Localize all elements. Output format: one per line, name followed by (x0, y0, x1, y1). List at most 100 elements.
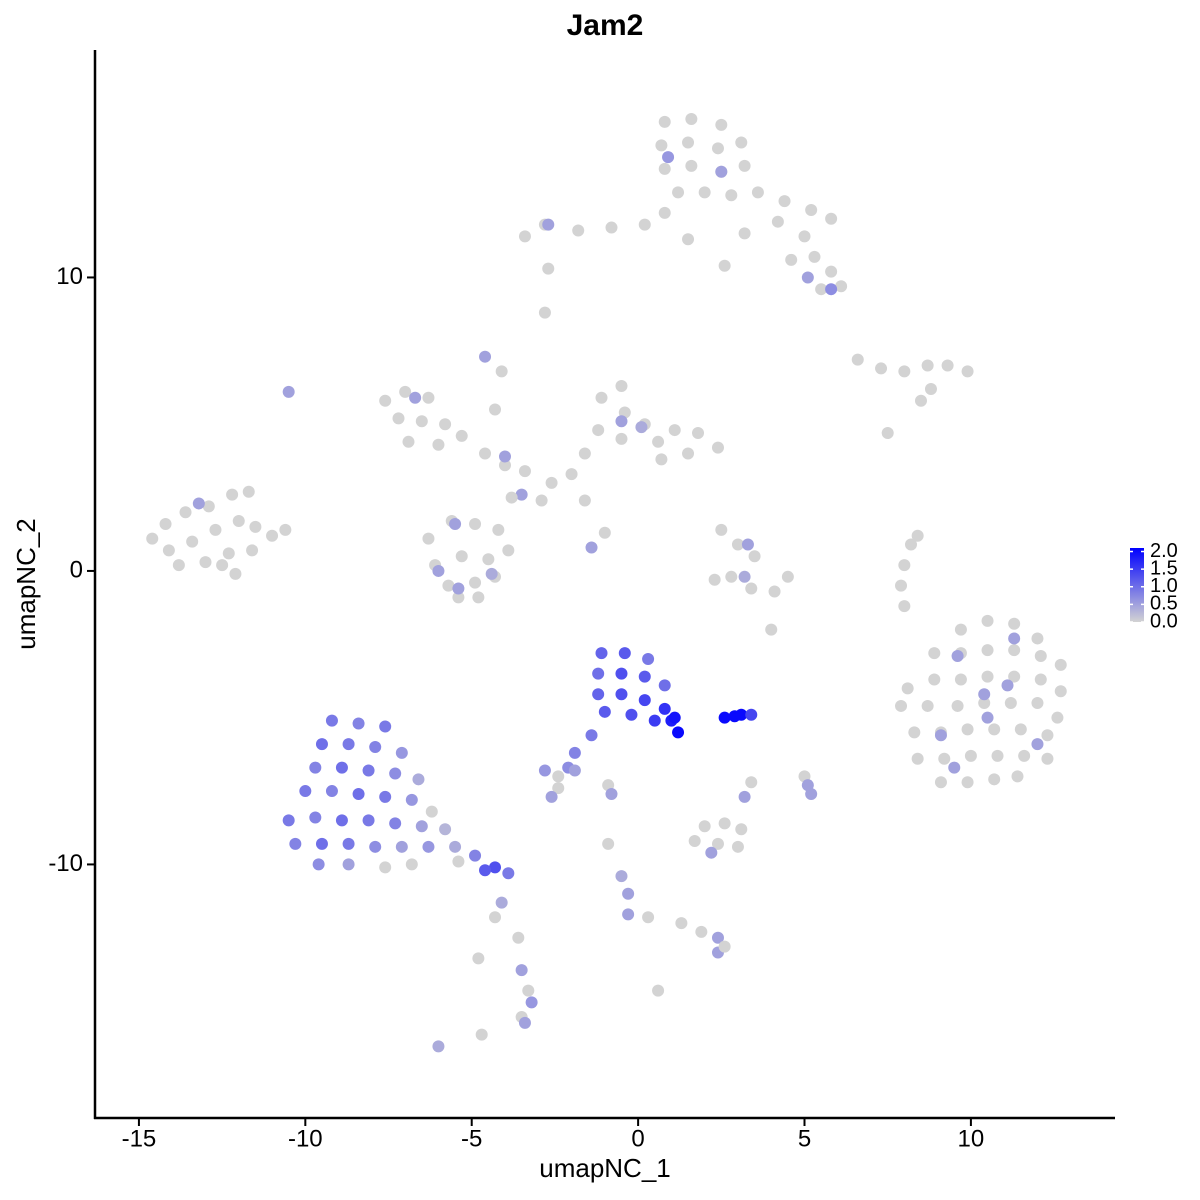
cell-point (538, 306, 551, 319)
cell-point (432, 1040, 445, 1053)
cell-point (1018, 749, 1031, 762)
cell-point (568, 746, 581, 759)
cell-point (469, 517, 482, 530)
y-axis-label: umapNC_2 (11, 518, 41, 650)
cell-point (425, 805, 438, 818)
cell-point (652, 984, 665, 997)
cell-point (625, 708, 638, 721)
cell-point (495, 896, 508, 909)
cell-point (961, 365, 974, 378)
cell-point (648, 714, 661, 727)
cell-point (718, 940, 731, 953)
cell-point (325, 785, 338, 798)
cell-point (738, 227, 751, 240)
cell-point (895, 579, 908, 592)
cell-point (924, 382, 937, 395)
cell-point (1051, 711, 1064, 724)
cell-point (572, 224, 585, 237)
cell-point (948, 761, 961, 774)
cell-point (412, 773, 425, 786)
cell-point (389, 767, 402, 780)
cell-point (808, 250, 821, 263)
cell-point (472, 591, 485, 604)
cell-point (578, 447, 591, 460)
cell-point (452, 591, 465, 604)
cell-point (222, 547, 235, 560)
cell-point (455, 429, 468, 442)
cell-point (179, 506, 192, 519)
cell-point (718, 817, 731, 830)
cell-point (715, 118, 728, 131)
cell-point (748, 550, 761, 563)
cell-point (685, 112, 698, 125)
cell-point (186, 535, 199, 548)
cell-point (705, 846, 718, 859)
cell-point (379, 790, 392, 803)
cell-point (432, 438, 445, 451)
cell-point (895, 699, 908, 712)
cell-point (1011, 770, 1024, 783)
cell-point (991, 749, 1004, 762)
cell-point (595, 647, 608, 660)
cell-point (475, 1028, 488, 1041)
cell-point (362, 764, 375, 777)
cell-point (898, 600, 911, 613)
cell-point (725, 189, 738, 202)
x-tick-label: -5 (461, 1125, 482, 1152)
cell-point (652, 435, 665, 448)
cell-point (835, 280, 848, 293)
cell-point (479, 864, 492, 877)
cell-point (615, 870, 628, 883)
chart-title: Jam2 (567, 9, 644, 42)
cell-point (735, 708, 748, 721)
cell-point (801, 271, 814, 284)
x-tick-label: -10 (288, 1125, 323, 1152)
cell-point (638, 218, 651, 231)
colorbar-tick-label: 2.0 (1150, 540, 1178, 562)
y-tick-label: 10 (56, 263, 83, 290)
cell-point (602, 837, 615, 850)
x-tick-label: 0 (631, 1125, 644, 1152)
cell-point (565, 468, 578, 481)
cell-point (369, 741, 382, 754)
cell-point (698, 820, 711, 833)
cell-point (911, 529, 924, 542)
cell-point (282, 385, 295, 398)
cell-point (439, 823, 452, 836)
cell-point (658, 679, 671, 692)
cell-point (399, 385, 412, 398)
cell-point (309, 811, 322, 824)
cell-point (482, 553, 495, 566)
cell-point (745, 582, 758, 595)
cell-point (578, 494, 591, 507)
cell-point (898, 365, 911, 378)
cell-point (688, 834, 701, 847)
cell-point (615, 688, 628, 701)
cell-point (505, 491, 518, 504)
cell-point (335, 761, 348, 774)
x-tick-label: 10 (958, 1125, 985, 1152)
cell-point (741, 538, 754, 551)
cell-point (978, 697, 991, 710)
cell-point (658, 206, 671, 219)
x-tick-label: 5 (798, 1125, 811, 1152)
cell-point (635, 421, 648, 434)
cell-point (951, 699, 964, 712)
cell-point (615, 432, 628, 445)
cell-point (964, 749, 977, 762)
colorbar-tick-label: 0.5 (1150, 593, 1178, 615)
cell-point (978, 688, 991, 701)
cell-point (765, 623, 778, 636)
cell-point (369, 840, 382, 853)
cell-point (642, 911, 655, 924)
cell-point (711, 441, 724, 454)
cell-point (615, 415, 628, 428)
cell-point (512, 931, 525, 944)
cell-point (422, 840, 435, 853)
cell-point (392, 412, 405, 425)
cell-point (299, 785, 312, 798)
cell-point (605, 787, 618, 800)
cell-point (668, 424, 681, 437)
cell-point (552, 770, 565, 783)
